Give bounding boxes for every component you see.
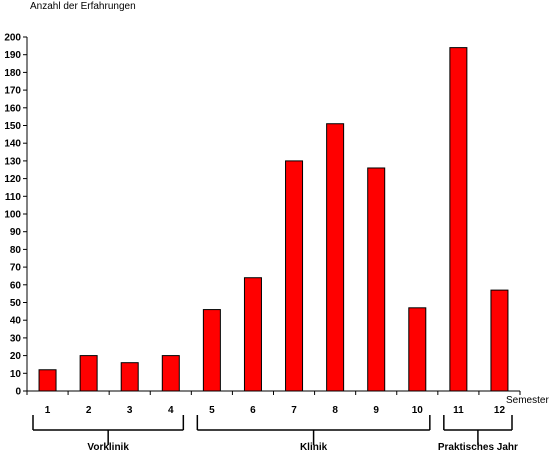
group-label: Vorklinik bbox=[87, 442, 129, 450]
x-tick-label: 8 bbox=[332, 405, 338, 416]
y-axis-ticks: 0 10 20 30 40 50 60 70 80 90 100 110 120 130 140 150 160… bbox=[4, 33, 27, 398]
y-tick-label: 140 bbox=[4, 139, 21, 150]
y-tick-label: 100 bbox=[4, 210, 21, 221]
y-tick-label: 160 bbox=[4, 103, 21, 114]
y-tick-label: 70 bbox=[10, 263, 22, 274]
bar bbox=[243, 277, 262, 392]
group-label: Praktisches Jahr bbox=[438, 442, 518, 450]
y-tick-label: 130 bbox=[4, 156, 21, 167]
y-tick-label: 80 bbox=[10, 245, 22, 256]
bars bbox=[38, 47, 509, 392]
x-tick-label: 5 bbox=[209, 405, 215, 416]
x-tick-label: 10 bbox=[412, 405, 424, 416]
bar bbox=[285, 160, 304, 392]
x-tick-label: 2 bbox=[86, 405, 92, 416]
bar bbox=[38, 369, 57, 392]
bar bbox=[449, 47, 468, 392]
bar bbox=[161, 355, 180, 392]
axes bbox=[26, 37, 520, 392]
bar bbox=[120, 362, 139, 392]
x-tick-label: 9 bbox=[373, 405, 379, 416]
bar bbox=[490, 289, 509, 392]
y-tick-label: 190 bbox=[4, 50, 21, 61]
x-tick-label: 6 bbox=[250, 405, 256, 416]
x-axis-label: Semester bbox=[506, 395, 549, 406]
x-tick-label: 1 bbox=[45, 405, 51, 416]
y-tick-label: 40 bbox=[10, 316, 22, 327]
y-tick-label: 110 bbox=[5, 192, 22, 203]
bar bbox=[367, 167, 386, 392]
y-tick-label: 60 bbox=[10, 280, 22, 291]
bar bbox=[202, 309, 221, 392]
x-tick-label: 3 bbox=[127, 405, 133, 416]
y-tick-label: 0 bbox=[15, 387, 21, 398]
bar bbox=[79, 355, 98, 392]
y-tick-label: 180 bbox=[4, 68, 21, 79]
y-tick-label: 200 bbox=[4, 33, 21, 44]
semester-groups: Vorklinik Klinik Praktisches Jahr bbox=[32, 415, 518, 450]
y-tick-label: 20 bbox=[10, 351, 22, 362]
x-tick-label: 4 bbox=[168, 405, 174, 416]
y-tick-label: 50 bbox=[10, 298, 22, 309]
y-tick-label: 170 bbox=[4, 86, 21, 97]
y-tick-label: 10 bbox=[10, 369, 22, 380]
x-axis-ticks: 1 2 3 4 5 6 7 8 9 10 11 12 bbox=[26, 391, 521, 416]
y-tick-label: 30 bbox=[10, 333, 22, 344]
bar bbox=[326, 123, 345, 392]
y-tick-label: 150 bbox=[4, 121, 21, 132]
bar bbox=[408, 307, 427, 392]
x-tick-label: 12 bbox=[494, 405, 506, 416]
y-tick-label: 120 bbox=[4, 174, 21, 185]
y-axis-label: Anzahl der Erfahrungen bbox=[30, 1, 136, 12]
x-tick-label: 7 bbox=[291, 405, 297, 416]
x-tick-label: 11 bbox=[453, 405, 464, 416]
y-tick-label: 90 bbox=[10, 227, 22, 238]
group-label: Klinik bbox=[300, 442, 328, 450]
